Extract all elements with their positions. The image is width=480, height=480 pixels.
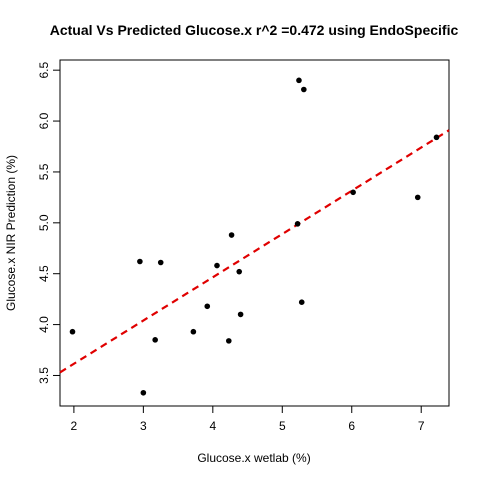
data-point xyxy=(298,299,305,306)
data-point xyxy=(414,194,421,201)
x-tick-label: 2 xyxy=(71,419,78,433)
data-point xyxy=(237,311,244,318)
data-point xyxy=(236,268,243,275)
data-point xyxy=(69,328,76,335)
y-axis: 3.5 4.0 4.5 5.0 5.5 6.0 6.5 xyxy=(37,62,60,384)
regression-line xyxy=(59,129,450,374)
data-point xyxy=(296,77,302,84)
x-tick-label: 6 xyxy=(348,419,355,433)
data-point xyxy=(190,328,197,335)
data-points xyxy=(69,77,440,396)
y-tick-label: 4.0 xyxy=(37,316,51,333)
data-point xyxy=(214,262,220,269)
x-tick-label: 5 xyxy=(279,419,286,433)
data-point xyxy=(140,389,147,396)
data-point xyxy=(294,221,301,227)
y-tick-label: 6.0 xyxy=(37,112,51,129)
y-tick-label: 5.5 xyxy=(37,163,51,180)
x-tick-label: 7 xyxy=(418,419,425,433)
data-point xyxy=(225,338,232,344)
x-tick-label: 3 xyxy=(140,419,147,433)
regression-line-group xyxy=(59,129,450,374)
y-tick-label: 4.5 xyxy=(37,265,51,282)
data-point xyxy=(204,303,211,310)
y-tick-label: 6.5 xyxy=(37,62,51,79)
data-point xyxy=(301,86,307,93)
data-point xyxy=(350,189,356,196)
data-point xyxy=(137,258,143,265)
x-tick-label: 4 xyxy=(209,419,216,433)
y-axis-label: Glucose.x NIR Prediction (%) xyxy=(4,155,18,311)
data-point xyxy=(152,337,158,343)
x-axis: 2 3 4 5 6 7 xyxy=(71,406,425,433)
data-point xyxy=(433,134,440,141)
y-tick-label: 5.0 xyxy=(37,214,51,231)
x-axis-label: Glucose.x wetlab (%) xyxy=(197,451,310,465)
data-point xyxy=(157,259,164,266)
chart-title: Actual Vs Predicted Glucose.x r^2 =0.472… xyxy=(50,22,459,38)
data-point xyxy=(228,232,235,238)
y-tick-label: 3.5 xyxy=(37,367,51,384)
plot-frame xyxy=(59,59,450,407)
